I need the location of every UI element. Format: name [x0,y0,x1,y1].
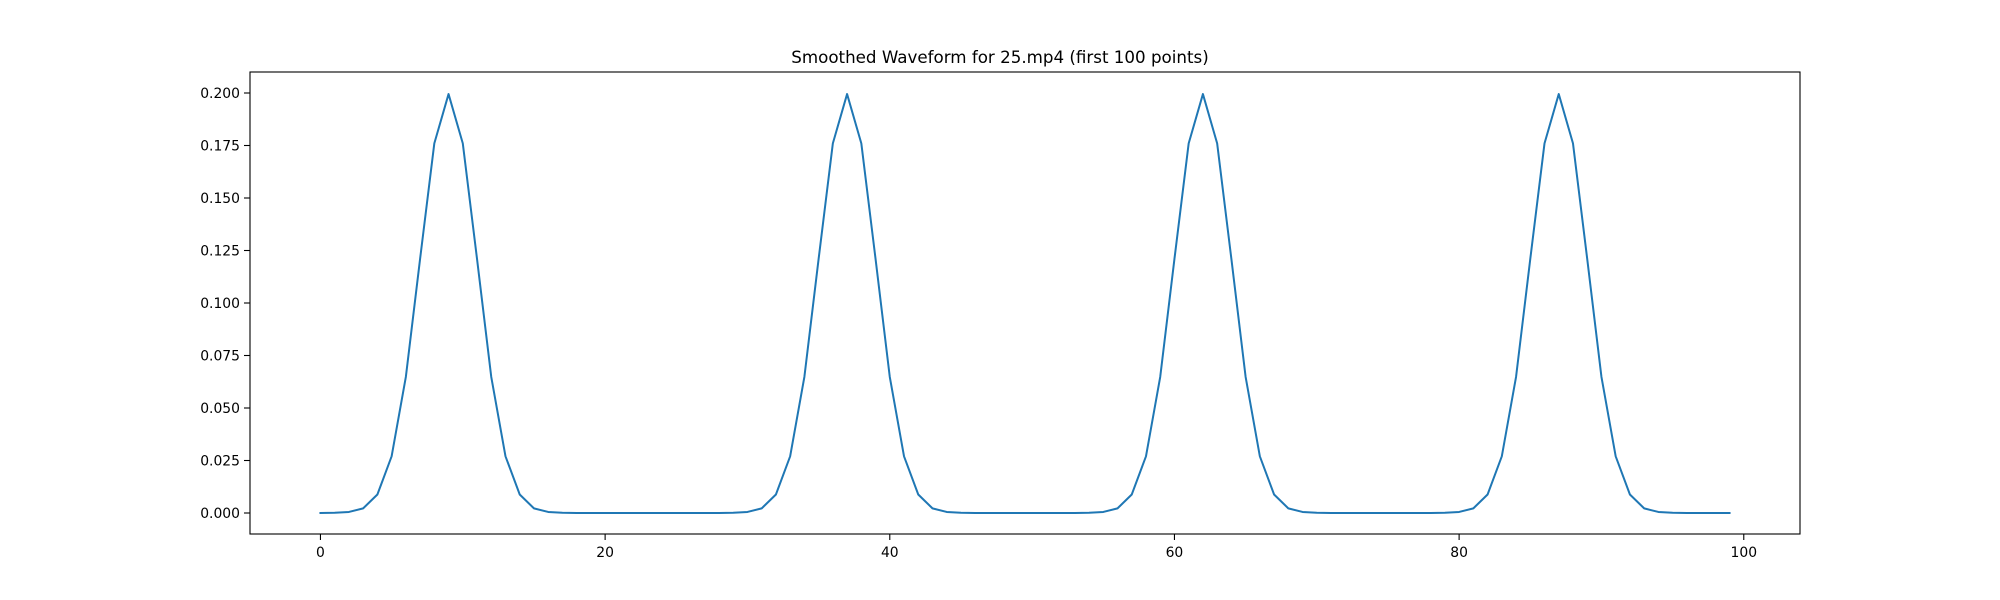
y-tick-label: 0.100 [200,296,240,312]
y-axis: 0.000 0.025 0.050 0.075 0.100 0.125 0.150 0.175… [200,86,250,522]
x-tick-label: 100 [1731,545,1758,561]
y-tick-label: 0.175 [200,139,240,155]
y-tick-label: 0.025 [200,454,240,470]
waveform-line [319,93,1731,515]
x-tick-label: 80 [1450,545,1468,561]
y-tick-label: 0.075 [200,349,240,365]
chart-title: Smoothed Waveform for 25.mp4 (first 100 … [791,47,1208,67]
y-tick-label: 0.125 [200,244,240,260]
x-tick-label: 20 [596,545,614,561]
y-tick-label: 0.150 [200,191,240,207]
x-tick-label: 0 [316,545,325,561]
y-tick-label: 0.200 [200,86,240,102]
x-axis: 0 20 40 60 80 100 [316,534,1757,561]
y-tick-label: 0.000 [200,506,240,522]
x-tick-label: 60 [1166,545,1184,561]
y-tick-label: 0.050 [200,401,240,417]
x-tick-label: 40 [881,545,899,561]
